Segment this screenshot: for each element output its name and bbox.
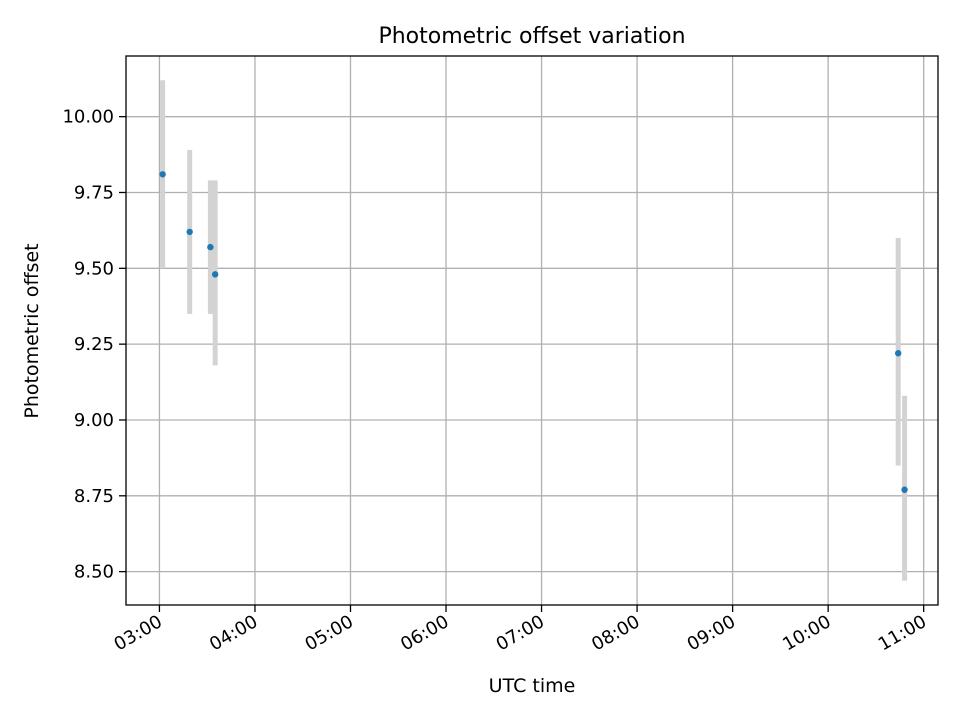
data-points	[159, 171, 908, 493]
y-tick-label: 8.75	[74, 486, 114, 507]
x-axis: 03:00 04:00 05:00 06:00 07:00 08:00 09:00 10:00…	[111, 605, 930, 655]
x-tick-label: 03:00	[111, 611, 166, 655]
data-point	[894, 350, 902, 357]
data-point	[901, 486, 908, 493]
x-tick-label: 04:00	[206, 611, 261, 655]
error-bars	[160, 80, 908, 581]
x-tick-label: 10:00	[779, 611, 834, 655]
plot-frame	[125, 55, 939, 606]
x-tick-label: 05:00	[302, 611, 357, 655]
chart-title: Photometric offset variation	[378, 24, 685, 49]
x-tick-label: 08:00	[588, 611, 643, 655]
y-axis-label: Photometric offset	[21, 243, 43, 418]
x-axis-label: UTC time	[489, 675, 576, 697]
y-tick-label: 9.75	[74, 182, 114, 203]
x-tick-label: 06:00	[397, 611, 452, 655]
y-tick-label: 8.50	[74, 562, 114, 583]
y-tick-label: 9.25	[74, 334, 114, 355]
data-point	[207, 243, 214, 251]
data-point	[211, 271, 219, 278]
x-tick-label: 07:00	[493, 611, 548, 655]
y-tick-label: 10.00	[62, 107, 114, 128]
y-tick-label: 9.50	[74, 258, 114, 279]
y-tick-label: 9.00	[74, 410, 114, 431]
data-point	[159, 171, 166, 178]
y-axis: 8.50 8.75 9.00 9.25 9.50 9.75 10.00	[62, 107, 126, 583]
grid	[126, 56, 938, 605]
x-tick-label: 11:00	[875, 611, 930, 655]
x-tick-label: 09:00	[684, 611, 739, 655]
data-point	[186, 228, 193, 236]
